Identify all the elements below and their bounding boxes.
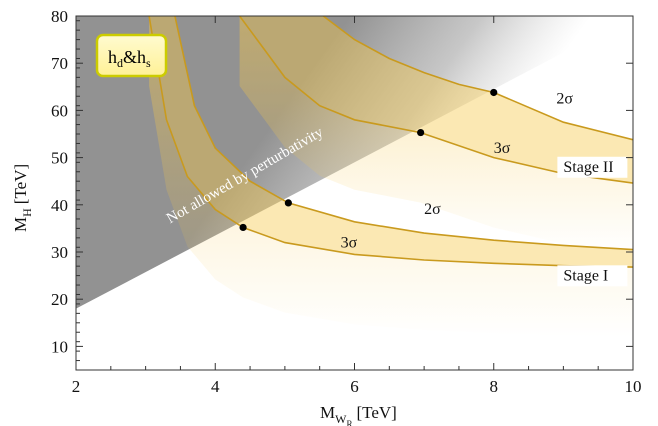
marker-point-4	[490, 88, 498, 97]
sigma-label-3: 3σ	[494, 140, 511, 157]
contour-line-4	[322, 16, 633, 141]
legend-box-text: hd&hs	[108, 47, 151, 70]
band-fill-2	[239, 16, 633, 184]
contour-lines	[148, 16, 633, 268]
legend-box-frame	[95, 33, 168, 78]
x-tick-label: 2	[72, 377, 81, 396]
x-tick-label: 10	[625, 377, 642, 396]
stage-label-bg-2	[557, 156, 628, 178]
contour-line-1	[148, 16, 633, 268]
band-fill-1	[149, 16, 633, 268]
sigma-label-2: 2σ	[424, 201, 441, 218]
contour-line-3	[238, 16, 633, 184]
y-tick-label: 80	[51, 7, 68, 26]
marker-point-1	[239, 223, 247, 232]
stage-label-2: Stage II	[563, 159, 613, 176]
x-tick-label: 8	[490, 377, 499, 396]
marker-points	[239, 88, 498, 232]
x-tick-label: 4	[211, 377, 220, 396]
y-tick-label: 50	[51, 149, 68, 168]
stage-labels: Stage I Stage II	[557, 156, 628, 287]
sigma-annotations: 3σ 2σ 3σ 2σ	[341, 90, 574, 251]
marker-point-3	[417, 128, 425, 137]
y-tick-label: 10	[51, 337, 68, 356]
y-tick-label: 60	[51, 101, 68, 120]
y-tick-label: 20	[51, 290, 68, 309]
y-tick-label: 70	[51, 54, 68, 73]
stage-label-bg-1	[557, 265, 628, 287]
sigma-label-4: 2σ	[556, 90, 573, 107]
band-glow-1	[149, 16, 633, 338]
x-axis-title: MWR[TeV]	[320, 403, 397, 426]
legend-box: hd&hs	[95, 33, 168, 78]
y-axis-title: MH[TeV]	[11, 164, 34, 232]
band-glow-2	[239, 16, 633, 254]
marker-point-2	[284, 199, 292, 207]
sigma-label-1: 3σ	[341, 234, 358, 251]
y-tick-label: 30	[51, 243, 68, 262]
stage-label-1: Stage I	[563, 267, 608, 284]
y-tick-label: 40	[51, 196, 68, 215]
confidence-bands	[149, 16, 633, 338]
x-tick-label: 6	[350, 377, 359, 396]
contour-line-2	[174, 16, 633, 251]
axis-ticks: 2 4 6 8 10 10 20 30 40 50 60 70 80	[51, 7, 642, 396]
